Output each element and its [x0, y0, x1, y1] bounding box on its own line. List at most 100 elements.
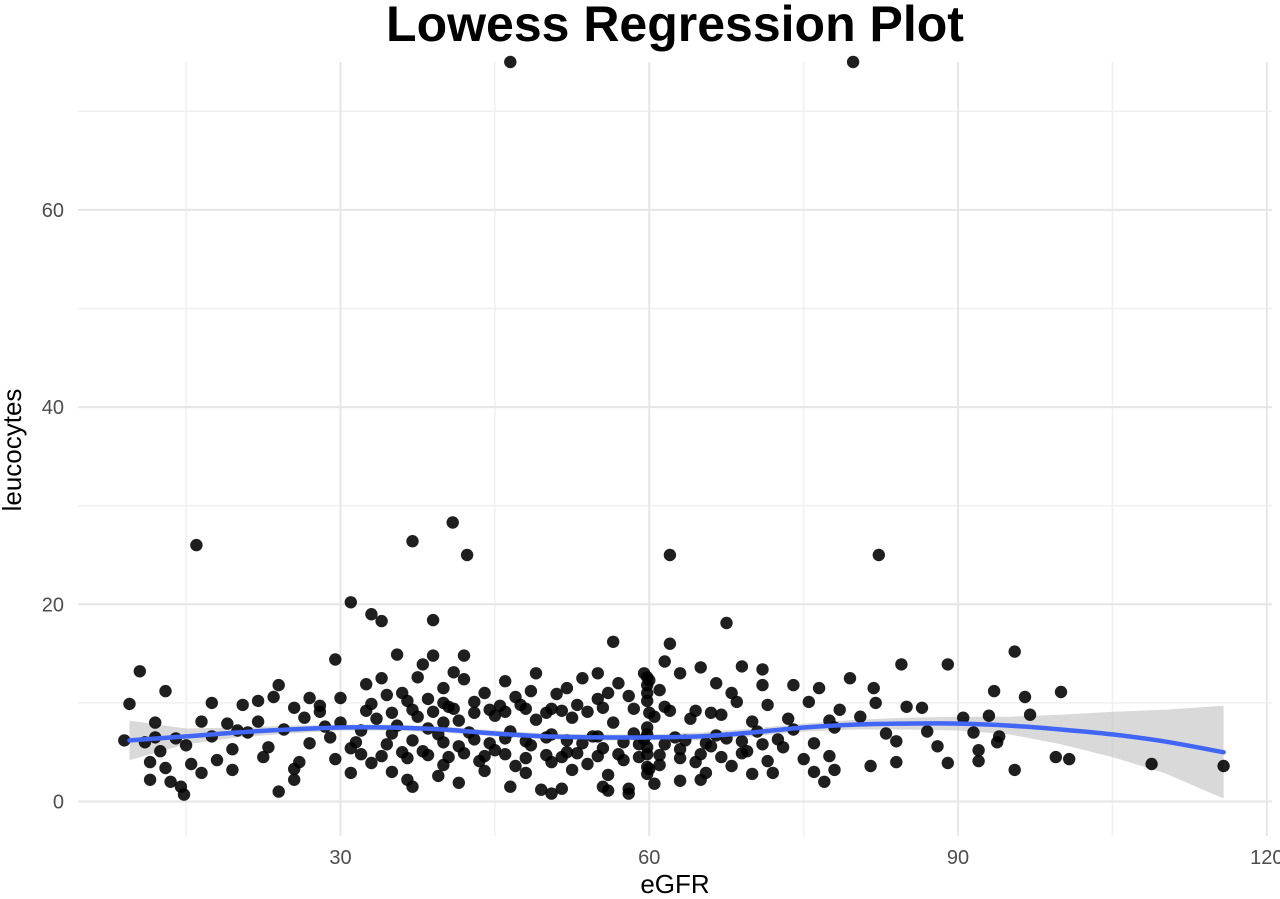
data-point — [432, 769, 445, 783]
data-point — [221, 717, 234, 730]
data-point — [612, 748, 625, 761]
data-point — [519, 766, 532, 780]
data-point — [653, 758, 666, 772]
chart-title: Lowess Regression Plot — [386, 0, 964, 52]
data-point — [344, 596, 357, 609]
data-point — [360, 704, 373, 717]
data-point — [807, 737, 821, 750]
data-point — [251, 715, 265, 728]
data-point — [154, 745, 167, 758]
data-point — [895, 658, 908, 671]
data-point — [509, 759, 522, 773]
data-point — [483, 703, 496, 716]
lowess-smooth-line — [127, 721, 1226, 755]
data-point — [550, 687, 563, 701]
data-point — [972, 754, 985, 768]
data-point — [854, 710, 867, 723]
data-point — [519, 735, 532, 748]
data-point — [540, 748, 553, 762]
data-point — [823, 749, 836, 763]
data-point — [452, 776, 465, 789]
data-point — [334, 691, 347, 705]
data-point — [421, 692, 435, 706]
data-point — [272, 678, 285, 692]
data-point — [303, 737, 316, 750]
data-point — [272, 785, 285, 798]
data-point — [658, 738, 671, 751]
data-point — [931, 740, 944, 753]
data-point — [396, 746, 409, 759]
data-point — [288, 773, 301, 786]
data-point — [406, 535, 419, 548]
data-point — [190, 538, 203, 552]
data-point — [658, 655, 671, 668]
data-point — [890, 735, 903, 748]
data-point — [210, 753, 224, 767]
data-point — [421, 748, 435, 762]
data-point — [504, 55, 517, 69]
data-point — [447, 702, 460, 715]
data-point — [1054, 685, 1068, 699]
data-point — [437, 736, 450, 749]
data-point — [529, 713, 543, 726]
data-point — [288, 701, 301, 714]
data-point — [607, 716, 620, 729]
data-point — [1217, 759, 1230, 773]
data-point — [818, 775, 831, 788]
data-point — [478, 686, 491, 700]
data-point — [329, 752, 342, 766]
data-point — [581, 705, 594, 718]
data-point — [622, 689, 635, 703]
data-point — [375, 749, 388, 763]
data-point — [468, 706, 481, 719]
grid-lines — [78, 62, 1272, 836]
data-point — [177, 788, 191, 801]
data-point — [365, 608, 378, 621]
data-point — [354, 748, 368, 761]
data-point — [324, 731, 337, 744]
data-point — [385, 727, 399, 740]
data-point — [746, 715, 759, 728]
x-tick-label: 120 — [1250, 847, 1280, 869]
data-point — [900, 700, 913, 713]
data-point — [746, 767, 759, 781]
data-point — [957, 711, 970, 724]
data-point — [648, 777, 661, 790]
y-tick-label: 40 — [42, 397, 64, 419]
data-point — [601, 686, 615, 700]
data-point — [1145, 757, 1158, 771]
data-point — [720, 616, 733, 630]
data-point — [452, 714, 465, 727]
data-point — [303, 691, 316, 705]
data-point — [411, 671, 424, 684]
tick-labels: 30 60 90 120 0 20 40 60 — [42, 200, 1280, 869]
data-point — [627, 702, 640, 715]
data-point — [982, 709, 996, 722]
data-point — [519, 751, 532, 765]
data-point — [807, 765, 821, 779]
data-point — [972, 744, 985, 757]
data-point — [1049, 750, 1063, 764]
data-point — [653, 748, 666, 762]
data-point — [257, 750, 270, 764]
data-point — [365, 756, 378, 770]
lowess-line-layer — [127, 721, 1226, 755]
data-point — [725, 759, 738, 773]
data-point — [756, 663, 769, 676]
data-point — [663, 548, 677, 562]
data-point — [576, 737, 589, 750]
data-point — [375, 614, 388, 628]
data-point — [143, 773, 157, 786]
data-point — [535, 783, 548, 796]
data-point — [457, 649, 471, 662]
data-point — [416, 658, 429, 671]
data-point — [468, 733, 481, 746]
data-point — [406, 780, 419, 793]
y-tick-label: 60 — [42, 200, 64, 222]
y-axis-label: leucocytes — [0, 389, 27, 512]
data-point — [872, 548, 885, 562]
data-point — [612, 677, 625, 690]
data-point — [385, 765, 399, 779]
y-tick-label: 20 — [42, 594, 64, 616]
data-point — [468, 695, 481, 709]
